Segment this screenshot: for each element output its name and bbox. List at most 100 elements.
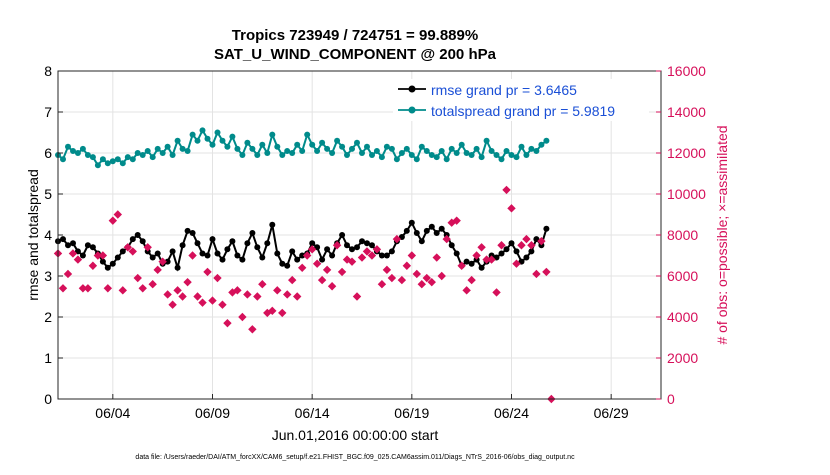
series-point-totalspread bbox=[398, 150, 405, 156]
series-point-totalspread bbox=[124, 154, 131, 161]
y-tick-label-left: 7 bbox=[44, 104, 52, 120]
series-point-totalspread bbox=[79, 145, 86, 152]
series-point-rmse bbox=[503, 246, 510, 253]
series-point-rmse bbox=[478, 264, 485, 271]
series-point-rmse bbox=[428, 223, 435, 230]
series-point-rmse bbox=[214, 250, 221, 257]
obs-point-obs_assimilated bbox=[113, 210, 123, 219]
series-point-rmse bbox=[413, 230, 420, 236]
obs-point-obs_assimilated bbox=[148, 280, 157, 289]
series-point-totalspread bbox=[254, 152, 261, 158]
obs-point-obs_assimilated bbox=[492, 288, 501, 297]
series-point-totalspread bbox=[224, 143, 231, 150]
x-tick-label: 06/09 bbox=[195, 405, 230, 421]
footer-note: data file: /Users/raeder/DAI/ATM_forcXX/… bbox=[135, 454, 575, 461]
series-point-totalspread bbox=[423, 148, 430, 154]
y-tick-label-right: 6000 bbox=[667, 268, 698, 284]
series-point-rmse bbox=[65, 242, 71, 249]
series-point-totalspread bbox=[418, 143, 425, 150]
series-point-totalspread bbox=[478, 154, 485, 161]
y-tick-label-right: 4000 bbox=[667, 309, 698, 325]
series-point-totalspread bbox=[154, 145, 161, 152]
legend-totalspread-marker bbox=[408, 106, 416, 114]
series-point-rmse bbox=[269, 221, 276, 228]
obs-point-obs_assimilated bbox=[278, 308, 287, 318]
y-tick-label-left: 6 bbox=[44, 145, 52, 161]
series-point-rmse bbox=[438, 225, 445, 232]
series-point-rmse bbox=[378, 252, 385, 259]
x-axis-label: Jun.01,2016 00:00:00 start bbox=[272, 427, 439, 443]
series-point-totalspread bbox=[344, 152, 350, 158]
x-tick-label: 06/04 bbox=[95, 405, 130, 421]
obs-point-obs_assimilated bbox=[128, 247, 137, 256]
series-point-totalspread bbox=[299, 148, 306, 154]
series-point-totalspread bbox=[249, 145, 256, 152]
series-point-rmse bbox=[254, 244, 261, 251]
series-point-rmse bbox=[309, 240, 316, 247]
y-tick-label-left: 8 bbox=[44, 63, 52, 79]
series-point-rmse bbox=[229, 238, 236, 245]
obs-point-obs_assimilated bbox=[482, 255, 491, 264]
obs-point-obs_assimilated bbox=[522, 234, 531, 244]
y-tick-label-left: 4 bbox=[44, 227, 52, 243]
y-tick-label-left: 2 bbox=[44, 309, 52, 325]
obs-point-obs_assimilated bbox=[437, 271, 446, 281]
series-point-rmse bbox=[528, 248, 535, 255]
series-point-totalspread bbox=[359, 150, 365, 156]
series-point-rmse bbox=[60, 236, 66, 243]
series-point-rmse bbox=[219, 256, 226, 263]
series-point-rmse bbox=[299, 252, 306, 259]
y-tick-label-right: 0 bbox=[667, 391, 675, 407]
obs-point-obs_assimilated bbox=[283, 290, 292, 299]
y-tick-label-left: 3 bbox=[44, 268, 52, 284]
series-point-totalspread bbox=[498, 156, 505, 163]
series-point-totalspread bbox=[244, 139, 251, 146]
y-tick-label-left: 1 bbox=[44, 350, 52, 366]
series-point-rmse bbox=[224, 246, 231, 253]
obs-point-obs_assimilated bbox=[273, 286, 282, 295]
y-tick-label-right: 2000 bbox=[667, 350, 698, 366]
series-point-rmse bbox=[204, 252, 211, 259]
series-point-totalspread bbox=[483, 137, 490, 144]
series-point-rmse bbox=[169, 248, 176, 255]
series-point-rmse bbox=[114, 254, 121, 261]
series-point-rmse bbox=[324, 246, 331, 253]
series-point-totalspread bbox=[319, 139, 326, 146]
series-point-totalspread bbox=[294, 141, 301, 148]
series-point-rmse bbox=[139, 238, 146, 245]
obs-point-obs_assimilated bbox=[163, 290, 172, 299]
series-layer bbox=[53, 127, 556, 404]
obs-point-obs_assimilated bbox=[402, 261, 412, 270]
chart-subtitle: SAT_U_WIND_COMPONENT @ 200 hPa bbox=[214, 46, 497, 63]
x-tick-label: 06/14 bbox=[295, 405, 330, 421]
obs-point-obs_assimilated bbox=[372, 245, 382, 254]
obs-point-obs_assimilated bbox=[452, 216, 461, 225]
series-point-rmse bbox=[388, 248, 395, 255]
x-tick-label: 06/29 bbox=[594, 405, 629, 421]
obs-point-obs_assimilated bbox=[178, 292, 187, 301]
obs-point-obs_assimilated bbox=[302, 251, 312, 260]
obs-point-obs_assimilated bbox=[253, 292, 262, 301]
series-point-rmse bbox=[109, 260, 116, 267]
legend-rmse-marker bbox=[408, 85, 416, 93]
series-point-rmse bbox=[294, 256, 301, 263]
series-point-rmse bbox=[194, 240, 201, 247]
series-point-rmse bbox=[249, 230, 256, 236]
series-point-totalspread bbox=[518, 143, 525, 150]
series-point-totalspread bbox=[219, 137, 226, 144]
series-point-totalspread bbox=[209, 141, 216, 148]
series-point-totalspread bbox=[349, 145, 355, 152]
obs-point-obs_assimilated bbox=[332, 241, 342, 250]
obs-point-obs_assimilated bbox=[322, 265, 332, 275]
obs-point-obs_assimilated bbox=[382, 265, 392, 275]
series-point-totalspread bbox=[259, 141, 266, 148]
obs-point-obs_assimilated bbox=[367, 251, 377, 260]
series-point-totalspread bbox=[408, 152, 415, 158]
series-point-rmse bbox=[359, 238, 365, 245]
series-point-rmse bbox=[279, 260, 286, 267]
series-point-rmse bbox=[408, 219, 415, 226]
series-point-rmse bbox=[354, 244, 360, 251]
series-point-totalspread bbox=[139, 152, 146, 158]
series-point-totalspread bbox=[199, 127, 206, 134]
